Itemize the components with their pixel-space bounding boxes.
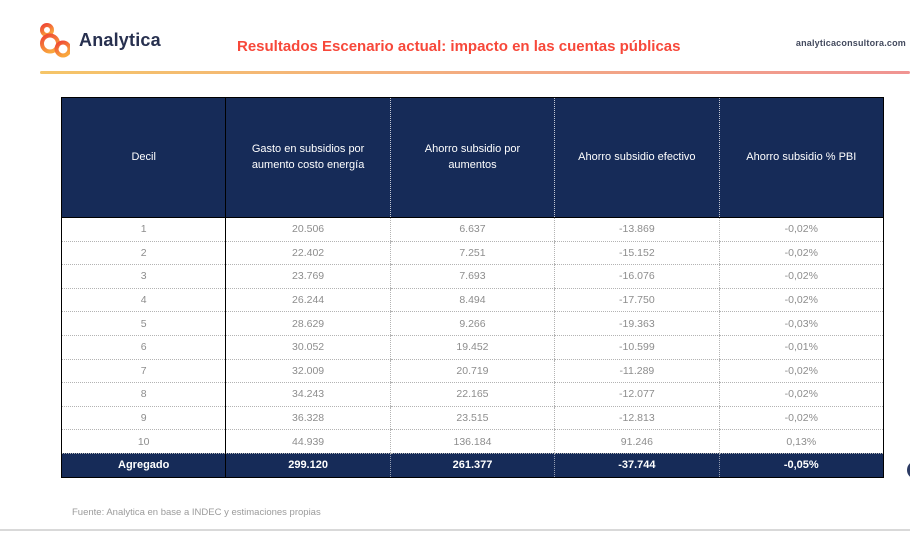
value-cell: -13.869: [554, 217, 720, 242]
table-total-row: Agregado 299.120 261.377 -37.744 -0,05%: [61, 453, 884, 478]
header-divider: [40, 71, 910, 74]
total-value-cell: -0,05%: [718, 453, 884, 478]
table-row: 7 32.009 20.719 -11.289 -0,02%: [61, 359, 884, 384]
value-cell: -0,02%: [718, 382, 884, 407]
value-cell: -19.363: [554, 311, 720, 336]
value-cell: -0,02%: [718, 264, 884, 289]
table-row: 9 36.328 23.515 -12.813 -0,02%: [61, 406, 884, 431]
value-cell: -10.599: [554, 335, 720, 360]
value-cell: -0,02%: [718, 288, 884, 313]
table-row: 4 26.244 8.494 -17.750 -0,02%: [61, 288, 884, 313]
decil-cell: 1: [61, 217, 226, 242]
table-row: 1 20.506 6.637 -13.869 -0,02%: [61, 217, 884, 242]
decil-cell: 2: [61, 241, 226, 266]
value-cell: 7.251: [389, 241, 555, 266]
logo-text: Analytica: [79, 29, 161, 50]
value-cell: 22.402: [225, 241, 391, 266]
value-cell: -0,02%: [718, 359, 884, 384]
total-value-cell: -37.744: [554, 453, 720, 478]
value-cell: -0,01%: [718, 335, 884, 360]
bottom-divider: [0, 529, 910, 531]
analytica-logo-icon: [37, 22, 70, 58]
decil-cell: 7: [61, 359, 226, 384]
value-cell: 30.052: [225, 335, 391, 360]
table-row: 10 44.939 136.184 91.246 0,13%: [61, 429, 884, 454]
table-row: 5 28.629 9.266 -19.363 -0,03%: [61, 311, 884, 336]
decil-cell: 4: [61, 288, 226, 313]
total-value-cell: 261.377: [389, 453, 555, 478]
decil-cell: 9: [61, 406, 226, 431]
value-cell: -0,02%: [718, 241, 884, 266]
source-note: Fuente: Analytica en base a INDEC y esti…: [72, 507, 321, 518]
value-cell: -17.750: [554, 288, 720, 313]
value-cell: -0,03%: [718, 311, 884, 336]
table-header-row: Decil Gasto en subsidios por aumento cost…: [61, 97, 884, 218]
value-cell: 20.719: [389, 359, 555, 384]
value-cell: -11.289: [554, 359, 720, 384]
value-cell: 23.769: [225, 264, 391, 289]
value-cell: -12.813: [554, 406, 720, 431]
decil-cell: 6: [61, 335, 226, 360]
value-cell: 0,13%: [718, 429, 884, 454]
website-url: analyticaconsultora.com: [795, 38, 906, 48]
decil-cell: 10: [61, 429, 226, 454]
column-header-0: Decil: [61, 97, 226, 218]
value-cell: 36.328: [225, 406, 391, 431]
value-cell: 32.009: [225, 359, 391, 384]
value-cell: 44.939: [225, 429, 391, 454]
value-cell: 28.629: [225, 311, 391, 336]
value-cell: -0,02%: [718, 217, 884, 242]
page-title: Resultados Escenario actual: impacto en …: [237, 38, 681, 55]
decil-cell: 5: [61, 311, 226, 336]
value-cell: 91.246: [554, 429, 720, 454]
value-cell: 22.165: [389, 382, 555, 407]
value-cell: 136.184: [389, 429, 555, 454]
analytica-logo: Analytica: [37, 22, 161, 58]
value-cell: -15.152: [554, 241, 720, 266]
decil-cell: 3: [61, 264, 226, 289]
decil-cell: 8: [61, 382, 226, 407]
value-cell: -0,02%: [718, 406, 884, 431]
value-cell: 23.515: [389, 406, 555, 431]
table-row: 3 23.769 7.693 -16.076 -0,02%: [61, 264, 884, 289]
table-row: 2 22.402 7.251 -15.152 -0,02%: [61, 241, 884, 266]
results-table: Decil Gasto en subsidios por aumento cost…: [61, 97, 884, 478]
value-cell: 34.243: [225, 382, 391, 407]
value-cell: 9.266: [389, 311, 555, 336]
value-cell: 6.637: [389, 217, 555, 242]
value-cell: 19.452: [389, 335, 555, 360]
column-header-3: Ahorro subsidio efectivo: [554, 97, 720, 218]
total-value-cell: 299.120: [225, 453, 391, 478]
total-label-cell: Agregado: [61, 453, 226, 478]
value-cell: 26.244: [225, 288, 391, 313]
value-cell: 7.693: [389, 264, 555, 289]
results-table-container: Decil Gasto en subsidios por aumento cost…: [61, 97, 884, 478]
value-cell: 8.494: [389, 288, 555, 313]
table-row: 8 34.243 22.165 -12.077 -0,02%: [61, 382, 884, 407]
column-header-2: Ahorro subsidio por aumentos: [389, 97, 555, 218]
column-header-4: Ahorro subsidio % PBI: [718, 97, 884, 218]
value-cell: -16.076: [554, 264, 720, 289]
value-cell: 20.506: [225, 217, 391, 242]
table-row: 6 30.052 19.452 -10.599 -0,01%: [61, 335, 884, 360]
value-cell: -12.077: [554, 382, 720, 407]
column-header-1: Gasto en subsidios por aumento costo ene…: [225, 97, 391, 218]
